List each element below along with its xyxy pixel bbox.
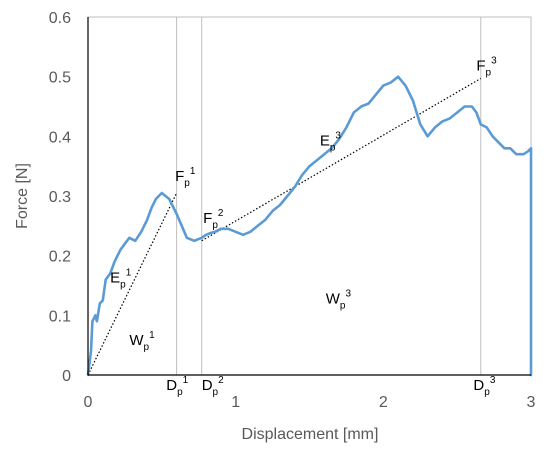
plot-frame [87, 16, 532, 376]
x-tick-label: 2 [379, 394, 388, 411]
annotation-ep3: Ep3 [320, 130, 342, 153]
y-tick-label: 0.6 [49, 10, 71, 27]
y-tick-label: 0.3 [49, 189, 71, 206]
annotation-dp3: Dp3 [473, 375, 495, 398]
y-tick-label: 0.2 [49, 249, 71, 266]
annotations: Fp1 Fp2 Fp3 Ep1 Ep3 Wp1 Wp3 Dp1 Dp2 Dp3 [110, 56, 497, 398]
y-axis-label: Force [N] [14, 163, 31, 229]
annotation-fp2: Fp2 [203, 208, 224, 231]
y-tick-label: 0.1 [49, 308, 71, 325]
vertical-markers [176, 17, 482, 375]
annotation-fp1: Fp1 [175, 166, 196, 189]
y-tick-label: 0.5 [49, 70, 71, 87]
annotation-wp1: Wp1 [129, 330, 155, 353]
x-tick-label: 3 [527, 394, 536, 411]
y-tick-label: 0 [62, 368, 71, 385]
x-axis-label: Displacement [mm] [242, 426, 379, 443]
force-curve-line [86, 75, 533, 377]
y-tick-label: 0.4 [49, 129, 71, 146]
series-layer [86, 75, 533, 377]
secant-line-2 [201, 77, 482, 242]
annotation-fp3: Fp3 [476, 56, 497, 79]
x-axis: 0 1 2 3 [84, 374, 536, 411]
annotation-ep1: Ep1 [110, 268, 132, 291]
x-tick-label: 0 [84, 394, 93, 411]
annotation-dp1: Dp1 [166, 375, 188, 398]
annotation-dp2: Dp2 [202, 375, 224, 398]
secant-lines [87, 77, 482, 376]
y-axis: 0 0.1 0.2 0.3 0.4 0.5 0.6 [49, 10, 89, 385]
annotation-wp3: Wp3 [326, 288, 352, 311]
secant-line-1 [87, 192, 178, 376]
x-tick-label: 1 [231, 394, 240, 411]
